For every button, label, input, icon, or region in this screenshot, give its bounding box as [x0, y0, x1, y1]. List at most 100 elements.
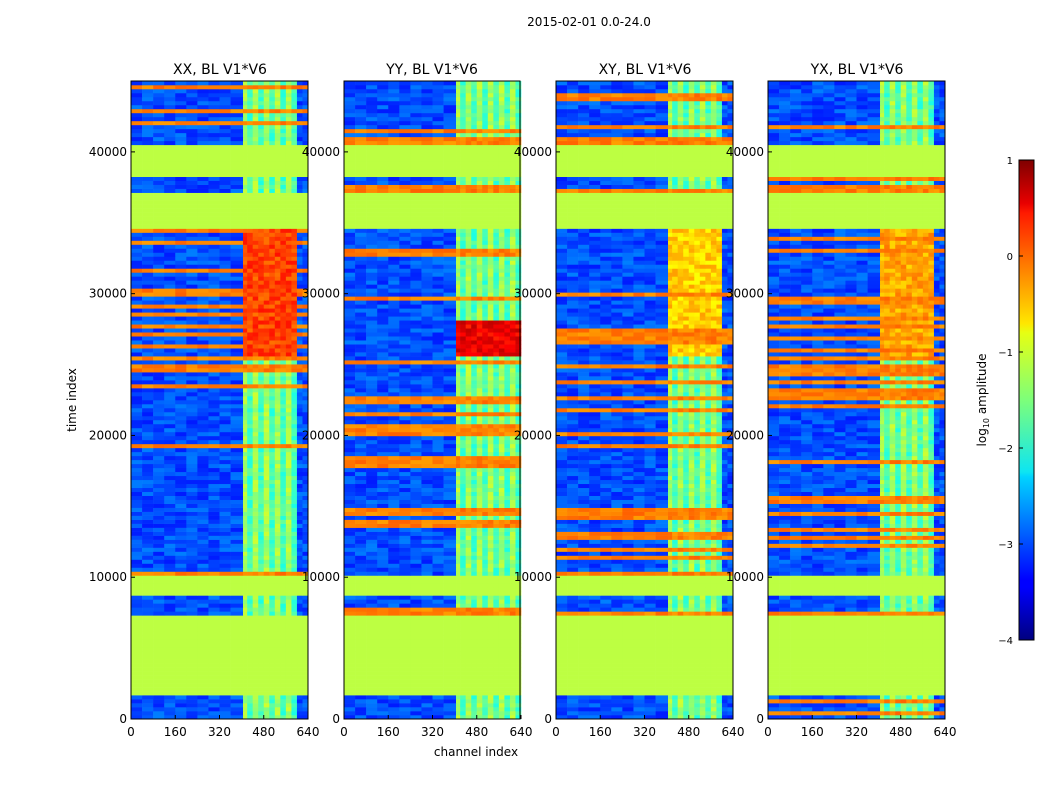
heatmap-cell	[263, 264, 270, 269]
heatmap-cell	[410, 463, 422, 469]
heatmap-cell	[258, 535, 265, 540]
heatmap-cell	[186, 475, 198, 481]
heatmap-cell	[456, 479, 461, 485]
heatmap-cell	[153, 407, 165, 413]
heatmap-cell	[208, 244, 220, 249]
heatmap-cell	[443, 715, 457, 720]
heatmap-cell	[153, 571, 165, 576]
heatmap-cell	[366, 599, 378, 604]
heatmap-cell	[285, 595, 292, 600]
heatmap-cell	[296, 627, 303, 632]
heatmap-cell	[219, 232, 231, 237]
heatmap-cell	[269, 384, 276, 389]
heatmap-cell	[487, 715, 494, 720]
heatmap-cell	[247, 431, 253, 437]
heatmap-cell	[410, 655, 422, 660]
heatmap-cell	[498, 627, 505, 632]
heatmap-cell	[482, 479, 489, 485]
heatmap-cell	[291, 411, 298, 417]
heatmap-cell	[208, 348, 220, 353]
heatmap-cell	[153, 260, 165, 265]
heatmap-cell	[131, 503, 143, 508]
heatmap-cell	[258, 368, 265, 373]
heatmap-cell	[280, 112, 287, 118]
heatmap-cell	[291, 252, 298, 257]
heatmap-cell	[230, 695, 244, 700]
heatmap-cell	[498, 639, 505, 644]
heatmap-cell	[219, 507, 231, 512]
heatmap-cell	[456, 639, 461, 644]
heatmap-cell	[460, 679, 466, 684]
heatmap-cell	[208, 479, 220, 485]
heatmap-cell	[243, 443, 248, 449]
heatmap-cell	[388, 699, 400, 704]
heatmap-cell	[186, 300, 198, 305]
heatmap-cell	[252, 455, 259, 461]
heatmap-cell	[471, 563, 478, 568]
heatmap-cell	[263, 256, 270, 261]
heatmap-cell	[258, 635, 265, 640]
heatmap-cell	[263, 575, 270, 580]
heatmap-cell	[230, 619, 244, 624]
heatmap-cell	[269, 443, 276, 449]
heatmap-cell	[197, 81, 209, 86]
heatmap-cell	[388, 471, 400, 477]
heatmap-cell	[355, 619, 367, 624]
heatmap-cell	[493, 479, 500, 485]
heatmap-cell	[302, 623, 309, 628]
heatmap-cell	[388, 667, 400, 672]
heatmap-cell	[274, 96, 281, 102]
heatmap-cell	[302, 372, 309, 377]
heatmap-cell	[498, 607, 505, 612]
heatmap-cell	[131, 400, 143, 405]
heatmap-cell	[421, 483, 433, 489]
heatmap-cell	[487, 527, 494, 532]
heatmap-cell	[515, 583, 522, 588]
heatmap-cell	[263, 220, 270, 225]
heatmap-cell	[197, 515, 209, 520]
heatmap-cell	[302, 595, 309, 600]
heatmap-cell	[269, 547, 276, 552]
heatmap-cell	[186, 148, 198, 154]
heatmap-cell	[465, 703, 472, 708]
heatmap-cell	[410, 607, 422, 612]
heatmap-cell	[274, 364, 281, 369]
heatmap-cell	[131, 356, 143, 361]
heatmap-cell	[498, 507, 505, 512]
heatmap-cell	[280, 256, 287, 261]
heatmap-cell	[243, 368, 248, 373]
heatmap-cell	[131, 551, 143, 556]
heatmap-cell	[252, 260, 259, 265]
heatmap-cell	[399, 511, 411, 516]
heatmap-cell	[208, 288, 220, 293]
heatmap-cell	[197, 643, 209, 648]
heatmap-cell	[197, 100, 209, 106]
heatmap-cell	[208, 120, 220, 126]
heatmap-cell	[230, 651, 244, 656]
heatmap-cell	[164, 268, 176, 273]
heatmap-cell	[263, 715, 270, 720]
heatmap-cell	[344, 575, 356, 580]
heatmap-cell	[388, 599, 400, 604]
heatmap-cell	[471, 683, 478, 688]
heatmap-cell	[280, 543, 287, 548]
heatmap-cell	[230, 455, 244, 461]
heatmap-cell	[280, 503, 287, 508]
heatmap-cell	[131, 184, 143, 189]
heatmap-cell	[243, 543, 248, 548]
heatmap-cell	[487, 627, 494, 632]
heatmap-cell	[460, 611, 466, 616]
heatmap-cell	[421, 715, 433, 720]
heatmap-cell	[476, 535, 483, 540]
heatmap-cell	[142, 695, 154, 700]
heatmap-cell	[432, 499, 444, 504]
heatmap-cell	[175, 252, 187, 257]
heatmap-cell	[186, 671, 198, 676]
heatmap-cell	[197, 591, 209, 596]
heatmap-cell	[285, 659, 292, 664]
heatmap-cell	[131, 164, 143, 170]
heatmap-cell	[197, 260, 209, 265]
heatmap-cell	[263, 176, 270, 181]
heatmap-cell	[197, 92, 209, 98]
heatmap-cell	[471, 475, 478, 481]
